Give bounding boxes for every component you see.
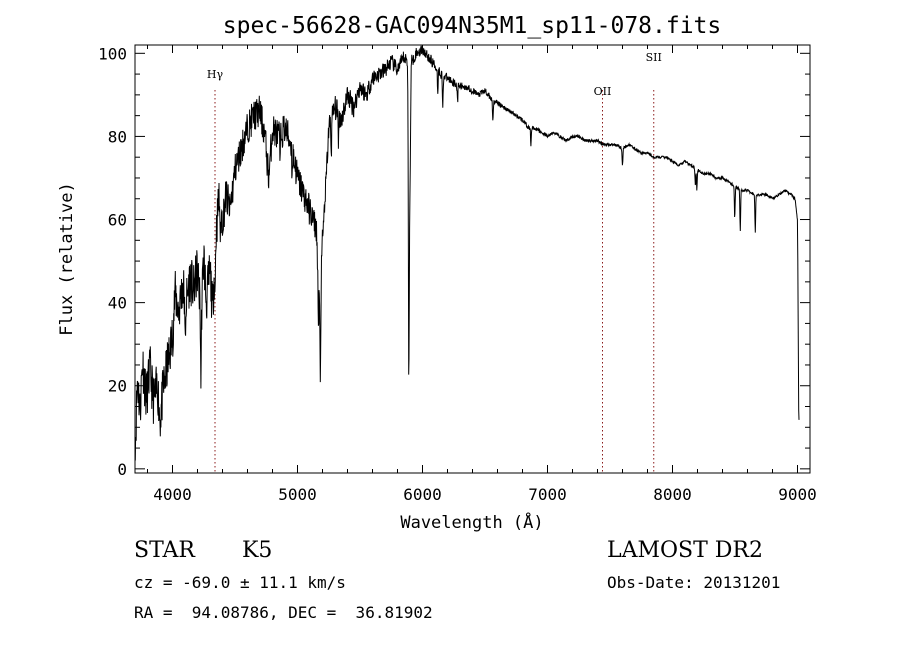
y-tick-label: 60 — [108, 211, 127, 230]
spectral-line-label: OII — [594, 85, 612, 98]
plot-frame — [134, 44, 811, 474]
x-axis: 4000 5000 6000 7000 8000 9000 — [147, 45, 817, 504]
spectral-line-label: Hγ — [207, 68, 224, 81]
y-tick-label: 40 — [108, 294, 127, 313]
x-axis-label: Wavelength (Å) — [400, 511, 543, 533]
y-axis-label: Flux (relative) — [57, 182, 77, 336]
y-axis: 0 20 40 60 80 100 — [98, 44, 810, 479]
redshift-readout: cz = -69.0 ± 11.1 km/s — [134, 573, 346, 592]
coordinates-readout: RA = 94.08786, DEC = 36.81902 — [134, 603, 433, 622]
spectral-line-markers: Hγ OII SII — [207, 51, 662, 473]
y-tick-label: 20 — [108, 377, 127, 396]
chart-title: spec-56628-GAC094N35M1_sp11-078.fits — [223, 13, 722, 39]
spectral-line-label: SII — [646, 51, 662, 64]
spectrum-line — [134, 45, 800, 461]
y-tick-label: 100 — [98, 44, 127, 63]
x-tick-label: 5000 — [278, 485, 317, 504]
y-tick-label: 80 — [108, 127, 127, 146]
x-tick-label: 4000 — [153, 485, 192, 504]
object-subclass: K5 — [242, 538, 273, 563]
x-tick-label: 7000 — [528, 485, 567, 504]
x-tick-label: 9000 — [778, 485, 817, 504]
observation-date: Obs-Date: 20131201 — [607, 573, 781, 592]
y-tick-label: 0 — [117, 460, 127, 479]
survey-name: LAMOST DR2 — [607, 538, 763, 563]
object-class: STAR — [134, 538, 195, 563]
x-tick-label: 6000 — [403, 485, 442, 504]
x-tick-label: 8000 — [653, 485, 692, 504]
